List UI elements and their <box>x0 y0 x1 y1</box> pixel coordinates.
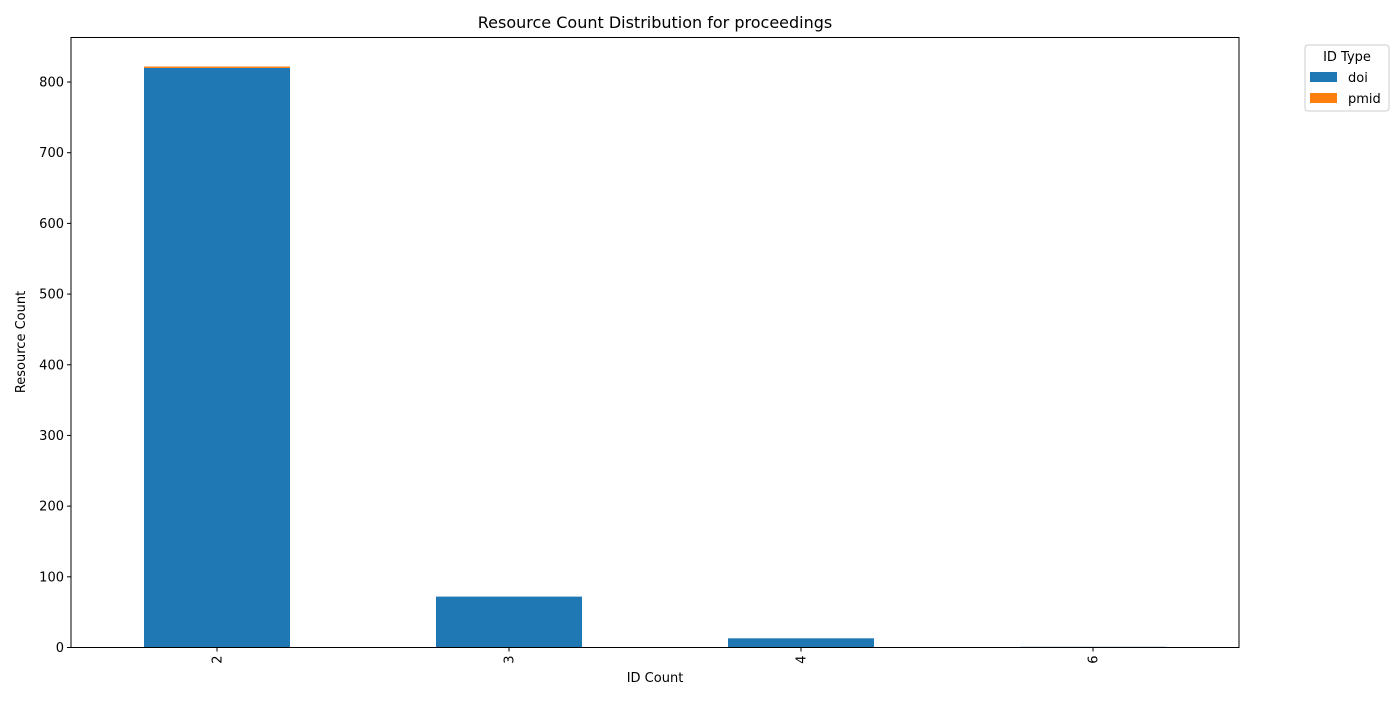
x-tick-label: 6 <box>1087 656 1102 664</box>
bar-doi-4 <box>728 638 874 648</box>
chart-title: Resource Count Distribution for proceedi… <box>478 13 832 32</box>
legend-title: ID Type <box>1323 50 1371 65</box>
y-tick-label: 500 <box>39 288 64 303</box>
bar-pmid-2 <box>144 66 290 68</box>
y-tick-label: 800 <box>39 76 64 91</box>
legend-swatch-doi <box>1310 72 1337 82</box>
plot-frame <box>70 37 1240 648</box>
y-tick-label: 300 <box>39 429 64 444</box>
legend-swatch-pmid <box>1310 93 1337 103</box>
y-tick-label: 200 <box>39 500 64 515</box>
y-tick-label: 100 <box>39 570 64 585</box>
legend-label-pmid: pmid <box>1348 92 1381 107</box>
bar-doi-2 <box>144 67 290 648</box>
y-tick-label: 600 <box>39 217 64 232</box>
bar-doi-3 <box>436 596 582 648</box>
y-axis-label: Resource Count <box>14 291 29 393</box>
y-tick-label: 400 <box>39 358 64 373</box>
y-axis: 0 100 200 300 400 500 600 700 800 <box>39 76 71 656</box>
x-axis: 2 3 4 6 <box>211 647 1102 664</box>
x-axis-label: ID Count <box>627 671 684 686</box>
legend: ID Type doi pmid <box>1304 44 1390 112</box>
x-tick-label: 2 <box>211 656 226 664</box>
bars-group <box>144 66 1166 648</box>
legend-label-doi: doi <box>1348 71 1368 86</box>
y-tick-label: 700 <box>39 146 64 161</box>
x-tick-label: 3 <box>503 656 518 664</box>
x-tick-label: 4 <box>795 656 810 664</box>
y-tick-label: 0 <box>56 641 64 656</box>
